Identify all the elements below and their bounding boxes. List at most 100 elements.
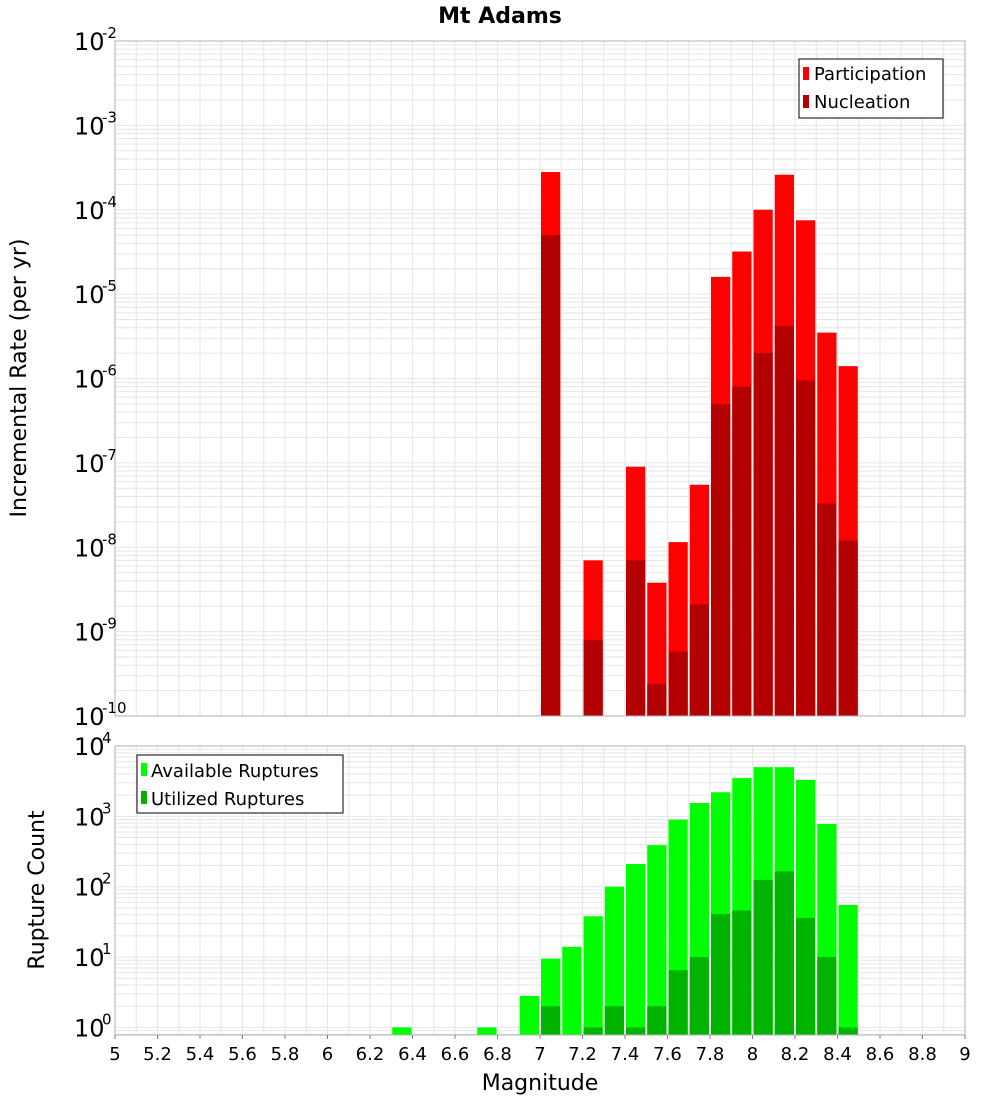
- magnitude-x-ticks: 5 5.2 5.4 5.6 5.8 6 6.2 6.4 6.6 6.8 7 7.2 7.4 7.6 7.8 8…: [109, 1035, 971, 1065]
- rate-y-axis-title: Incremental Rate (per yr): [7, 239, 32, 518]
- nucleation-bar: [647, 683, 667, 716]
- y-tick-base: 10: [74, 197, 105, 225]
- y-tick-label: 10-6: [74, 362, 117, 394]
- y-tick-label: 10-8: [74, 530, 117, 562]
- y-tick-exponent: -8: [102, 530, 117, 548]
- available-ruptures-bar: [838, 904, 858, 1035]
- y-tick-base: 10: [74, 703, 105, 731]
- x-tick-label: 5.4: [186, 1044, 215, 1065]
- chart-title: Mt Adams: [438, 4, 562, 29]
- available-ruptures-bar: [477, 1027, 497, 1035]
- y-tick-exponent: -9: [102, 615, 117, 633]
- x-tick-label: 5.2: [143, 1044, 172, 1065]
- y-tick-base: 10: [74, 28, 105, 56]
- nucleation-bar: [796, 380, 816, 716]
- rate-panel: 10-210-310-410-510-610-710-810-910-10 In…: [7, 24, 966, 731]
- y-tick-label: 100: [74, 1010, 112, 1042]
- x-tick-label: 7.4: [611, 1044, 640, 1065]
- available-ruptures-bar: [647, 845, 667, 1035]
- available-legend-swatch: [141, 763, 147, 776]
- utilized-ruptures-bar: [774, 871, 794, 1035]
- nucleation-bar: [817, 503, 837, 716]
- y-tick-base: 10: [74, 733, 105, 761]
- nucleation-bar: [541, 235, 561, 716]
- nucleation-bar: [626, 560, 646, 716]
- x-tick-label: 8.8: [908, 1044, 937, 1065]
- x-tick-label: 8.4: [823, 1044, 852, 1065]
- y-tick-base: 10: [74, 112, 105, 140]
- x-tick-label: 5.6: [228, 1044, 257, 1065]
- y-tick-label: 10-3: [74, 108, 117, 140]
- utilized-ruptures-bar: [689, 957, 709, 1035]
- utilized-ruptures-bar: [647, 1006, 667, 1035]
- y-tick-label: 10-2: [74, 24, 117, 56]
- utilized-ruptures-bar: [583, 1027, 603, 1035]
- nucleation-bar: [838, 540, 858, 716]
- nucleation-bar: [711, 403, 731, 716]
- available-ruptures-bar: [519, 995, 539, 1035]
- y-tick-base: 10: [74, 803, 105, 831]
- y-tick-base: 10: [74, 281, 105, 309]
- participation-bar: [647, 582, 667, 716]
- utilized-ruptures-bar: [753, 879, 773, 1035]
- x-tick-label: 8.2: [781, 1044, 810, 1065]
- nucleation-legend-swatch: [803, 95, 809, 108]
- nucleation-bar: [753, 353, 773, 716]
- nucleation-bar: [774, 325, 794, 716]
- x-tick-label: 7.6: [653, 1044, 682, 1065]
- nucleation-bar: [689, 604, 709, 716]
- utilized-ruptures-bar: [711, 913, 731, 1035]
- x-tick-label: 6.6: [441, 1044, 470, 1065]
- y-tick-label: 103: [74, 799, 112, 831]
- x-tick-label: 8: [747, 1044, 758, 1065]
- y-tick-base: 10: [74, 1014, 105, 1042]
- rate-legend: Participation Nucleation: [798, 58, 944, 119]
- y-tick-label: 10-9: [74, 615, 117, 647]
- rupture-legend-box: [136, 754, 344, 814]
- y-tick-exponent: -4: [102, 193, 117, 211]
- y-tick-label: 10-10: [74, 699, 127, 731]
- x-tick-label: 6.8: [483, 1044, 512, 1065]
- utilized-ruptures-bar: [817, 957, 837, 1035]
- y-tick-base: 10: [74, 874, 105, 902]
- participation-legend-label: Participation: [814, 64, 926, 85]
- y-tick-exponent: -5: [102, 277, 117, 295]
- y-tick-base: 10: [74, 450, 105, 478]
- rupture-y-axis-title: Rupture Count: [25, 810, 50, 970]
- y-tick-base: 10: [74, 619, 105, 647]
- utilized-ruptures-bar: [668, 970, 688, 1035]
- rate-plot-frame: [114, 40, 966, 717]
- y-tick-label: 10-7: [74, 446, 117, 478]
- utilized-ruptures-bar: [541, 1006, 561, 1035]
- x-axis-title: Magnitude: [482, 1071, 599, 1096]
- x-tick-label: 8.6: [866, 1044, 895, 1065]
- y-tick-exponent: -2: [102, 24, 117, 42]
- available-ruptures-bar: [392, 1027, 412, 1035]
- y-tick-label: 10-5: [74, 277, 117, 309]
- y-tick-exponent: -3: [102, 108, 117, 126]
- utilized-legend-swatch: [141, 791, 147, 804]
- utilized-ruptures-bar: [604, 1006, 624, 1035]
- y-tick-exponent: 3: [102, 799, 112, 817]
- rate-grid: [114, 40, 966, 717]
- y-tick-base: 10: [74, 944, 105, 972]
- nucleation-bar: [732, 386, 752, 716]
- available-ruptures-bar: [604, 886, 624, 1035]
- y-tick-exponent: 1: [102, 940, 112, 958]
- utilized-ruptures-bar: [838, 1027, 858, 1035]
- y-tick-label: 102: [74, 870, 112, 902]
- y-tick-base: 10: [74, 534, 105, 562]
- rate-legend-box: [798, 58, 944, 119]
- utilized-ruptures-bar: [796, 917, 816, 1035]
- x-tick-label: 5.8: [271, 1044, 300, 1065]
- rate-y-ticks: 10-210-310-410-510-610-710-810-910-10: [74, 24, 127, 731]
- rate-bars: [541, 172, 858, 717]
- rupture-bars: [392, 767, 858, 1035]
- y-tick-base: 10: [74, 366, 105, 394]
- available-legend-label: Available Ruptures: [151, 761, 319, 782]
- y-tick-label: 104: [74, 729, 112, 761]
- y-tick-exponent: 4: [102, 729, 112, 747]
